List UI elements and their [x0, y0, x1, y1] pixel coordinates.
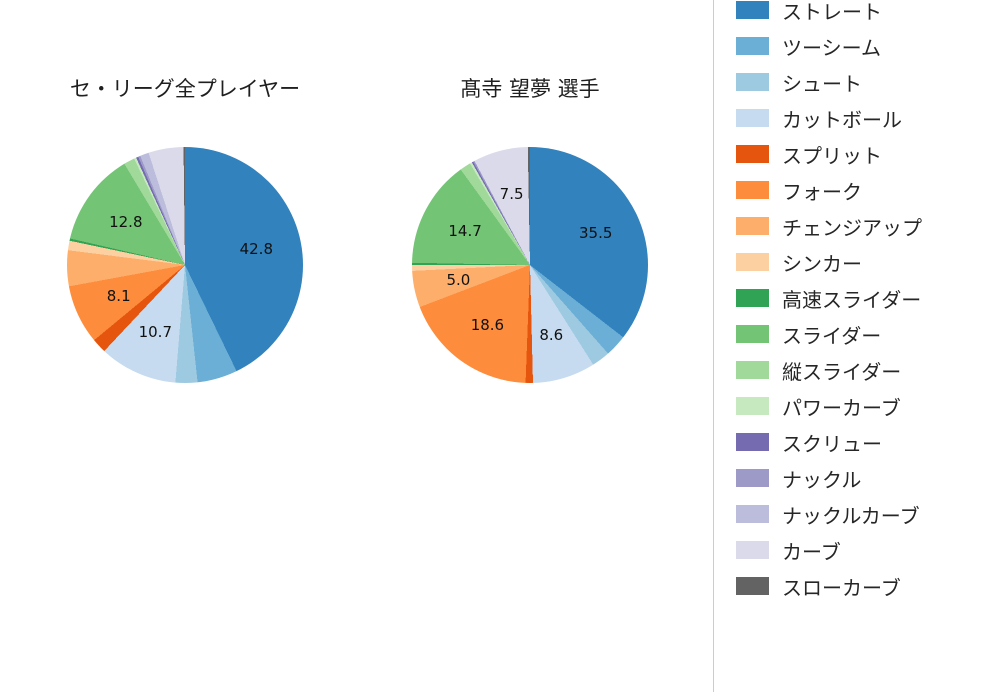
legend-swatch	[736, 37, 769, 55]
legend-item: スプリット	[736, 136, 922, 172]
legend-swatch	[736, 109, 769, 127]
legend-label: 縦スライダー	[782, 359, 902, 384]
pie-title-player: 髙寺 望夢 選手	[460, 77, 600, 101]
legend-item: チェンジアップ	[736, 208, 922, 244]
legend-swatch	[736, 505, 769, 523]
legend-label: ナックルカーブ	[782, 503, 920, 528]
legend-swatch	[736, 577, 769, 595]
legend-item: ナックル	[736, 460, 922, 496]
pie-league-all: 42.8 10.7 8.1 12.8	[67, 147, 303, 383]
legend-label: パワーカーブ	[782, 395, 901, 420]
legend-item: ナックルカーブ	[736, 496, 922, 532]
legend-label: ツーシーム	[782, 35, 881, 60]
legend-item: カーブ	[736, 532, 922, 568]
legend-label: ストレート	[782, 0, 882, 24]
legend-swatch	[736, 469, 769, 487]
legend-swatch	[736, 253, 769, 271]
slice-value-label: 18.6	[470, 315, 505, 334]
legend-swatch	[736, 181, 769, 199]
slice-value-label: 42.8	[239, 239, 273, 258]
legend-label: カットボール	[782, 107, 902, 132]
legend-label: フォーク	[782, 179, 862, 204]
slice-value-label: 35.5	[578, 223, 613, 242]
legend-label: スクリュー	[782, 431, 882, 456]
legend-item: 高速スライダー	[736, 280, 922, 316]
slice-value-label: 14.7	[448, 222, 482, 241]
legend-item: フォーク	[736, 172, 922, 208]
legend-items: ストレートツーシームシュートカットボール スプリットフォークチェンジアップ シンカー…	[736, 0, 922, 604]
slice-value-label: 12.8	[109, 213, 143, 231]
legend-item: シュート	[736, 64, 922, 100]
legend-label: 高速スライダー	[782, 287, 922, 312]
legend-swatch	[736, 73, 769, 91]
slice-value-label: 8.1	[106, 286, 131, 305]
legend-item: スローカーブ	[736, 568, 922, 604]
legend-item: パワーカーブ	[736, 388, 922, 424]
legend-label: チェンジアップ	[782, 215, 922, 240]
legend-swatch	[736, 289, 769, 307]
legend-swatch	[736, 217, 769, 235]
legend-label: カーブ	[782, 539, 841, 564]
legend-swatch	[736, 397, 769, 415]
pie-player: 35.5 8.6 18.6 5.0 14.7 7.5	[412, 147, 648, 383]
legend-item: スライダー	[736, 316, 922, 352]
legend-label: スライダー	[782, 323, 882, 348]
slice-value-label: 5.0	[446, 271, 471, 290]
slice-value-label: 7.5	[499, 185, 524, 204]
legend-label: シンカー	[782, 251, 862, 276]
legend-item: カットボール	[736, 100, 922, 136]
legend-swatch	[736, 145, 769, 163]
legend-swatch	[736, 541, 769, 559]
legend-item: ストレート	[736, 0, 922, 28]
legend-swatch	[736, 361, 769, 379]
legend-swatch	[736, 433, 769, 451]
slice-value-label: 8.6	[539, 326, 564, 344]
legend-item: シンカー	[736, 244, 922, 280]
legend-label: スローカーブ	[782, 575, 901, 600]
legend: ストレートツーシームシュートカットボール スプリットフォークチェンジアップ シンカー…	[713, 0, 922, 692]
pie-title-league-all: セ・リーグ全プレイヤー	[69, 77, 301, 101]
legend-item: 縦スライダー	[736, 352, 922, 388]
legend-item: スクリュー	[736, 424, 922, 460]
legend-label: シュート	[782, 71, 862, 96]
slice-value-label: 10.7	[138, 322, 172, 341]
legend-swatch	[736, 1, 769, 19]
legend-swatch	[736, 325, 769, 343]
legend-label: ナックル	[782, 467, 862, 492]
legend-label: スプリット	[782, 143, 882, 168]
legend-item: ツーシーム	[736, 28, 922, 64]
